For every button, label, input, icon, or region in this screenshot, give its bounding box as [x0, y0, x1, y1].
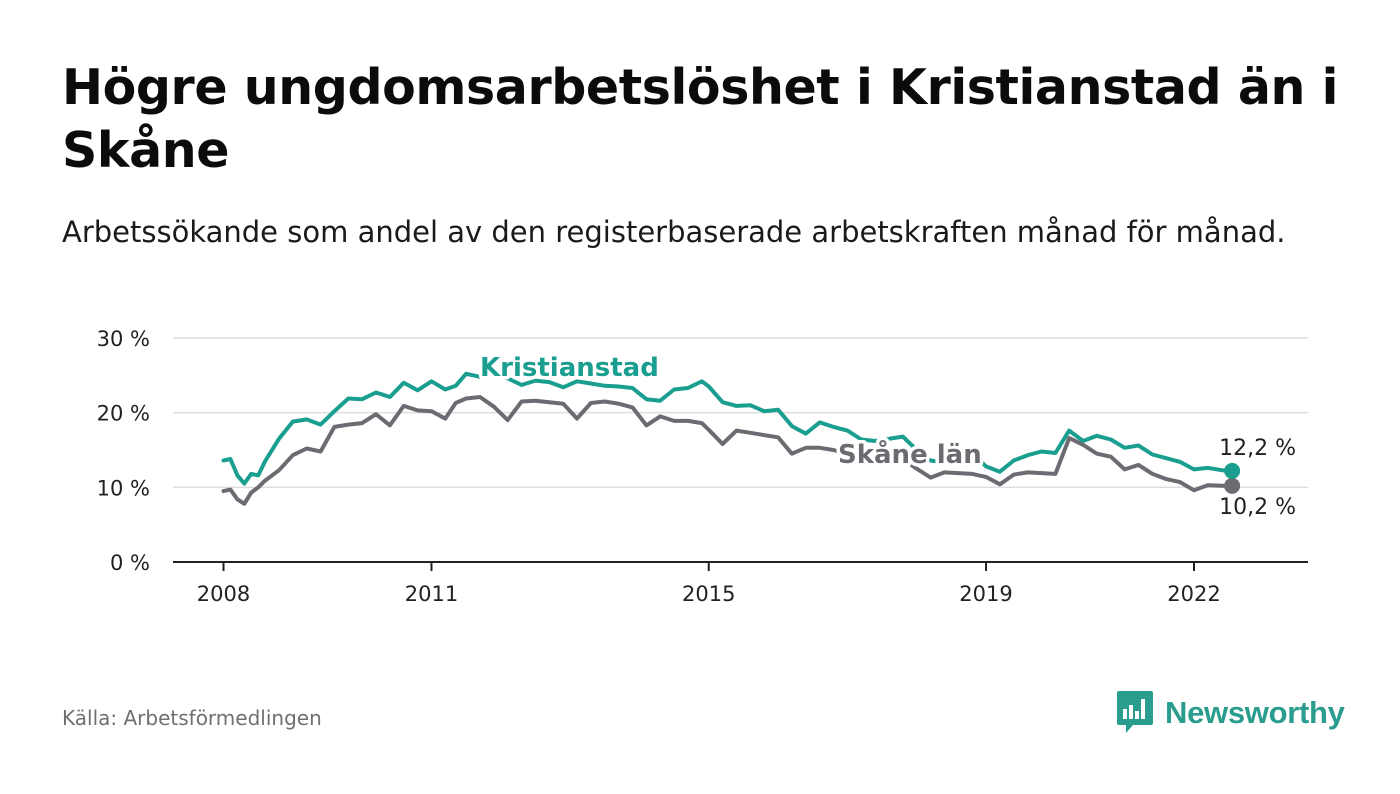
source-note: Källa: Arbetsförmedlingen [62, 706, 322, 730]
series-label-kristianstad: Kristianstad [480, 353, 659, 383]
x-tick-label: 2008 [197, 582, 250, 606]
grid-lines [173, 337, 1308, 563]
end-point-skane [1224, 477, 1241, 494]
newsworthy-logo-icon [1117, 691, 1153, 733]
brand-name: Newsworthy [1165, 695, 1345, 730]
x-axis-ticks: 2008 2011 2015 2019 2022 [197, 562, 1221, 606]
series-lines [221, 371, 1241, 506]
y-axis-ticks: 0 % 10 % 20 % 30 % [97, 327, 150, 575]
series-line-skane [221, 395, 1235, 506]
y-tick-label: 20 % [97, 402, 150, 426]
chart-title: Högre ungdomsarbetslöshet i Kristianstad… [62, 59, 1339, 179]
x-tick-label: 2015 [682, 582, 735, 606]
line-chart: 0 % 10 % 20 % 30 % 2008 2011 2015 2019 2022 Kri… [97, 327, 1308, 606]
chart-subtitle: Arbetssökande som andel av den registerb… [62, 215, 1286, 249]
end-value-skane: 10,2 % [1219, 495, 1296, 520]
series-label-skane: Skåne län [838, 438, 982, 470]
x-tick-label: 2022 [1167, 582, 1220, 606]
x-tick-label: 2019 [959, 582, 1012, 606]
brand-logo: Newsworthy [1117, 690, 1345, 736]
y-tick-label: 0 % [110, 551, 150, 575]
end-value-kristianstad: 12,2 % [1219, 436, 1296, 461]
end-point-kristianstad [1224, 462, 1241, 479]
x-tick-label: 2011 [405, 582, 458, 606]
series-line-kristianstad [221, 371, 1235, 486]
y-tick-label: 30 % [97, 327, 150, 351]
y-tick-label: 10 % [97, 476, 150, 500]
series-labels: Kristianstad Skåne län 12,2 % 10,2 % [477, 350, 1297, 521]
